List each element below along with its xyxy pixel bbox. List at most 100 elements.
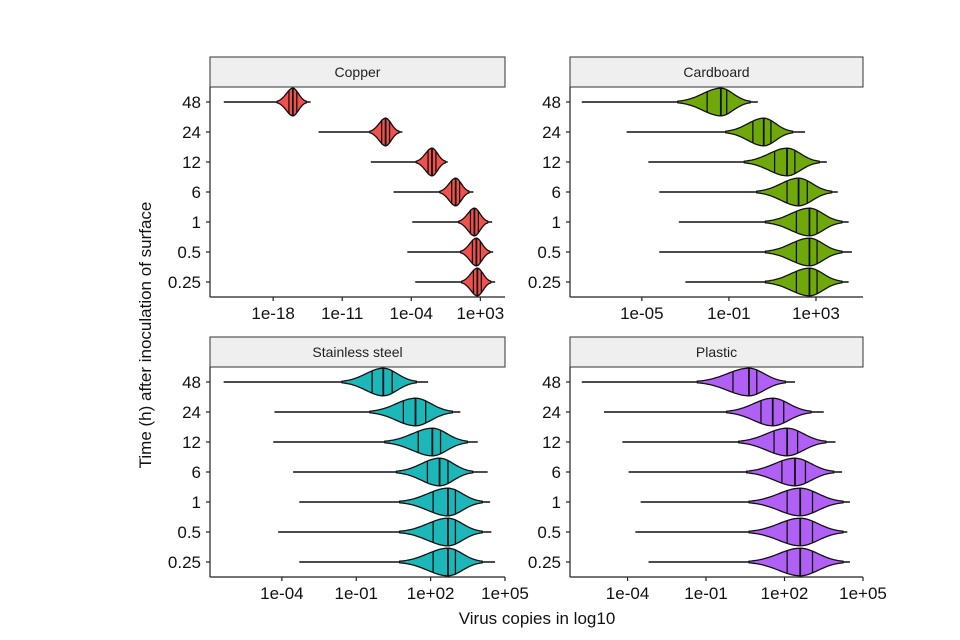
y-tick-label: 0.5: [537, 523, 561, 542]
x-tick-label: 1e-04: [260, 584, 303, 603]
y-tick-label: 6: [552, 463, 561, 482]
y-tick-label: 6: [192, 183, 201, 202]
violin-1h: [640, 487, 850, 517]
facet-title: Cardboard: [683, 64, 749, 80]
y-tick-label: 1: [552, 493, 561, 512]
x-tick-label: 1e-01: [335, 584, 378, 603]
y-tick-label: 48: [182, 373, 201, 392]
violin-body: [743, 147, 820, 177]
violin-body: [276, 87, 307, 117]
y-tick-label: 24: [182, 403, 201, 422]
violin-12h: [370, 147, 448, 177]
violin-body: [395, 457, 474, 487]
violin-0.25h: [648, 547, 850, 577]
y-tick-label: 12: [182, 433, 201, 452]
facet-strip: [209, 56, 506, 88]
violin-6h: [659, 177, 838, 207]
x-tick-label: 1e-05: [620, 304, 663, 323]
violin-body: [459, 237, 491, 267]
violin-12h: [273, 427, 478, 457]
y-tick-label: 0.25: [528, 273, 561, 292]
violin-0.25h: [685, 267, 849, 297]
violin-body: [696, 367, 787, 397]
x-tick-label: 1e+03: [456, 304, 504, 323]
y-tick-label: 48: [542, 93, 561, 112]
x-tick-label: 1e+02: [407, 584, 455, 603]
facet-strip: [569, 56, 864, 88]
violin-body: [398, 517, 483, 547]
y-tick-label: 12: [542, 433, 561, 452]
violin-6h: [628, 457, 843, 487]
facet-strip: [569, 336, 864, 368]
y-tick-label: 12: [182, 153, 201, 172]
violin-1h: [678, 207, 849, 237]
y-tick-label: 0.25: [168, 553, 201, 572]
x-axis-title: Virus copies in log10: [459, 609, 616, 628]
violin-body: [369, 397, 454, 427]
violin-body: [677, 87, 751, 117]
x-tick-label: 1e-18: [251, 304, 294, 323]
violin-body: [748, 547, 844, 577]
violin-0.5h: [635, 517, 848, 547]
facet-title: Copper: [335, 64, 381, 80]
violin-body: [439, 177, 470, 207]
violin-body: [748, 487, 844, 517]
violin-body: [756, 177, 833, 207]
violin-body: [764, 267, 843, 297]
violin-24h: [604, 397, 824, 427]
violin-0.25h: [299, 547, 496, 577]
violin-body: [745, 457, 835, 487]
violin-0.5h: [407, 237, 494, 267]
violin-body: [764, 237, 843, 267]
y-tick-label: 6: [552, 183, 561, 202]
facet-panel: Cardboard 48 24 12 6 1 0.5 0.25 1e-05 1e-01 1e+03: [528, 56, 864, 323]
y-tick-label: 12: [542, 153, 561, 172]
violin-24h: [274, 397, 461, 427]
x-tick-label: 1e-01: [707, 304, 750, 323]
violin-48h: [581, 87, 758, 117]
violin-1h: [412, 207, 493, 237]
violin-body: [341, 367, 417, 397]
y-tick-label: 1: [552, 213, 561, 232]
violin-1h: [299, 487, 491, 517]
y-tick-label: 0.5: [537, 243, 561, 262]
facet-strip: [209, 336, 506, 368]
violin-body: [725, 117, 794, 147]
y-tick-label: 24: [182, 123, 201, 142]
violin-body: [726, 397, 812, 427]
violin-body: [415, 147, 447, 177]
violin-body: [460, 267, 492, 297]
x-tick-label: 1e+05: [839, 584, 887, 603]
y-tick-label: 24: [542, 403, 561, 422]
facet-panel: Stainless steel 48 24 12 6 1 0.5 0.25 1e-04 1e-01…: [168, 336, 529, 603]
x-tick-label: 1e+05: [481, 584, 529, 603]
x-tick-label: 1e+03: [792, 304, 840, 323]
violin-body: [457, 207, 489, 237]
violin-48h: [581, 367, 795, 397]
violin-body: [738, 427, 827, 457]
violin-body: [764, 207, 843, 237]
violin-48h: [223, 87, 311, 117]
facet-title: Plastic: [696, 344, 737, 360]
violin-body: [384, 427, 468, 457]
y-tick-label: 48: [542, 373, 561, 392]
violin-body: [369, 117, 400, 147]
y-tick-label: 1: [192, 213, 201, 232]
facet-title: Stainless steel: [312, 344, 402, 360]
x-tick-label: 1e-04: [390, 304, 433, 323]
facet-panel: Plastic 48 24 12 6 1 0.5 0.25 1e-04 1e-01 1e+02 1e+…: [528, 336, 887, 603]
violin-24h: [318, 117, 403, 147]
violin-body: [748, 517, 844, 547]
violin-6h: [393, 177, 474, 207]
y-tick-label: 0.5: [177, 243, 201, 262]
violin-24h: [626, 117, 806, 147]
violin-6h: [293, 457, 488, 487]
x-tick-label: 1e-04: [606, 584, 649, 603]
y-tick-label: 0.25: [168, 273, 201, 292]
x-tick-label: 1e-11: [321, 304, 363, 323]
violin-body: [398, 487, 483, 517]
x-tick-label: 1e+02: [761, 584, 809, 603]
violin-12h: [622, 427, 836, 457]
y-axis-title: Time (h) after inoculation of surface: [136, 202, 155, 469]
